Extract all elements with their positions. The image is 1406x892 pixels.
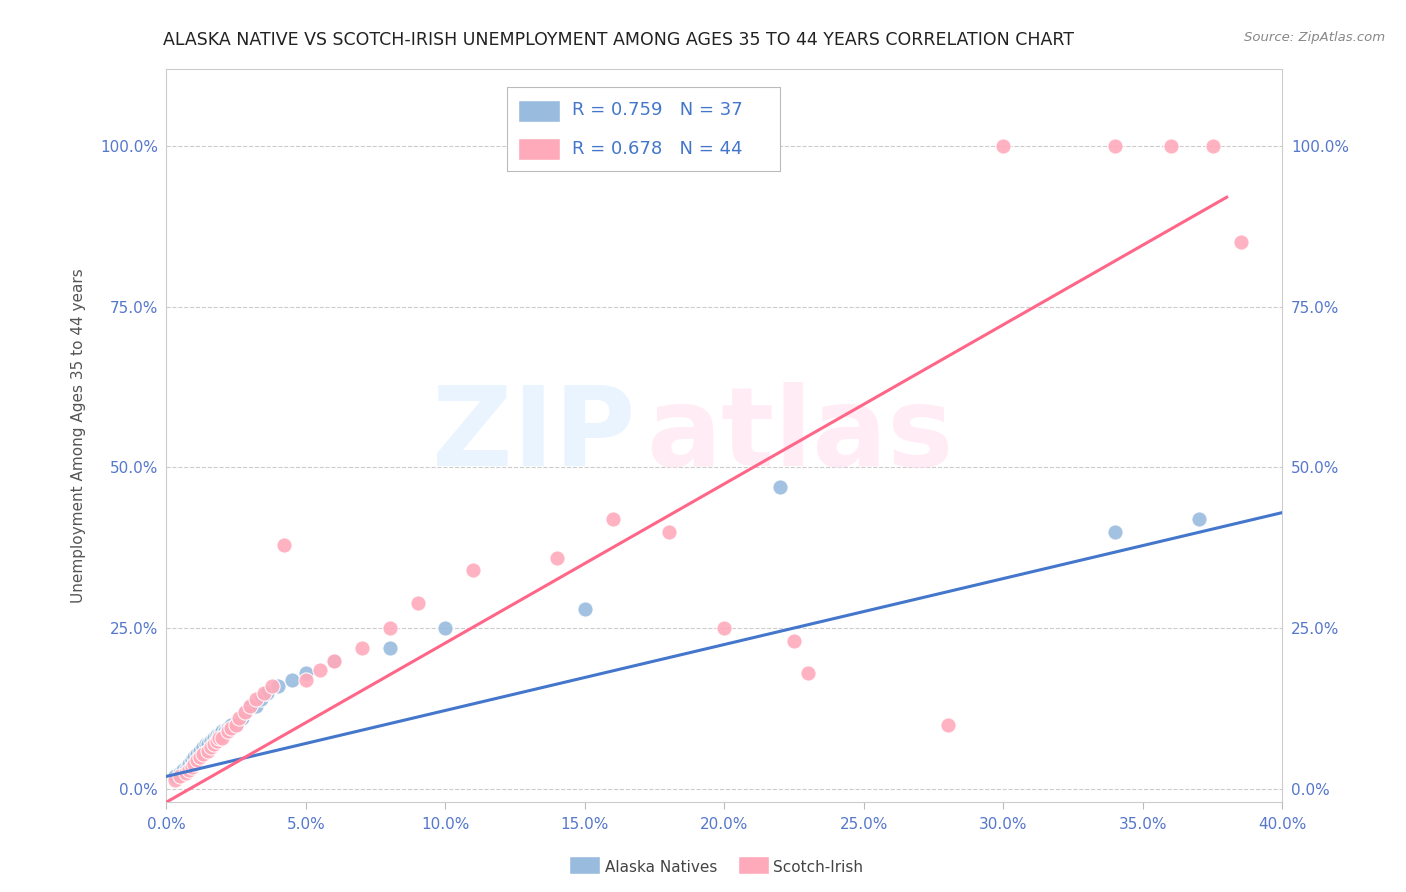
Point (225, 718, 247, 732)
Text: Scotch-Irish: Scotch-Irish (773, 860, 863, 874)
Point (194, 737, 217, 751)
Point (1188, 512, 1211, 526)
Point (406, 596, 429, 610)
Point (1229, 235, 1251, 250)
Text: R = 0.678   N = 44: R = 0.678 N = 44 (572, 140, 742, 158)
Point (322, 654, 344, 668)
Point (163, 769, 186, 783)
Point (233, 705, 256, 719)
Point (219, 721, 242, 735)
Point (250, 692, 273, 706)
Point (378, 640, 401, 655)
FancyBboxPatch shape (517, 138, 561, 161)
Text: Alaska Natives: Alaska Natives (605, 860, 717, 874)
Point (769, 480, 792, 494)
Point (180, 760, 202, 774)
Point (783, 634, 806, 648)
Point (202, 737, 225, 751)
Point (295, 666, 318, 681)
Point (1104, 524, 1126, 539)
Point (295, 673, 318, 687)
FancyBboxPatch shape (506, 87, 780, 171)
Point (172, 763, 194, 777)
Point (797, 666, 820, 681)
Point (267, 679, 290, 693)
Point (174, 766, 197, 780)
Point (202, 731, 225, 745)
Point (1160, 138, 1182, 153)
Y-axis label: Unemployment Among Ages 35 to 44 years: Unemployment Among Ages 35 to 44 years (72, 268, 86, 603)
Point (169, 766, 191, 780)
Text: ALASKA NATIVE VS SCOTCH-IRISH UNEMPLOYMENT AMONG AGES 35 TO 44 YEARS CORRELATION: ALASKA NATIVE VS SCOTCH-IRISH UNEMPLOYME… (163, 31, 1074, 49)
Point (262, 679, 284, 693)
Text: R = 0.759   N = 37: R = 0.759 N = 37 (572, 102, 742, 120)
Point (434, 621, 457, 635)
Point (169, 769, 191, 783)
Point (191, 740, 214, 755)
Point (546, 550, 568, 565)
Point (217, 724, 239, 739)
Point (993, 138, 1015, 153)
Point (239, 698, 262, 713)
Point (713, 621, 735, 635)
Point (602, 512, 624, 526)
Text: Source: ZipAtlas.com: Source: ZipAtlas.com (1244, 31, 1385, 45)
Point (245, 698, 267, 713)
Point (214, 724, 236, 739)
Point (186, 753, 208, 767)
Point (233, 705, 256, 719)
Point (1104, 138, 1126, 153)
Point (378, 621, 401, 635)
Point (281, 673, 304, 687)
Point (574, 602, 596, 616)
Point (309, 663, 332, 677)
Point (322, 654, 344, 668)
Point (273, 538, 295, 552)
Point (245, 692, 267, 706)
Point (936, 718, 959, 732)
Point (200, 740, 222, 755)
Point (208, 727, 231, 741)
Point (191, 747, 214, 761)
Point (350, 640, 373, 655)
Point (208, 731, 231, 745)
Point (211, 724, 233, 739)
Point (177, 763, 200, 777)
Point (239, 698, 262, 713)
Text: ZIP: ZIP (432, 382, 636, 489)
Point (183, 750, 205, 764)
Point (211, 731, 233, 745)
Point (183, 756, 205, 771)
Point (463, 564, 485, 578)
Point (228, 711, 250, 725)
Point (217, 721, 239, 735)
Point (188, 744, 211, 758)
Point (231, 711, 253, 725)
Point (180, 753, 202, 767)
Point (253, 686, 276, 700)
Point (197, 744, 219, 758)
Point (197, 737, 219, 751)
Point (205, 727, 228, 741)
Point (205, 734, 228, 748)
Point (163, 772, 186, 787)
Point (658, 524, 681, 539)
Point (188, 750, 211, 764)
Point (177, 756, 200, 771)
Point (1202, 138, 1225, 153)
Point (186, 747, 208, 761)
Point (225, 718, 247, 732)
Point (256, 686, 278, 700)
FancyBboxPatch shape (517, 100, 561, 122)
Point (200, 734, 222, 748)
Text: atlas: atlas (647, 382, 953, 489)
Point (174, 763, 197, 777)
Point (219, 718, 242, 732)
